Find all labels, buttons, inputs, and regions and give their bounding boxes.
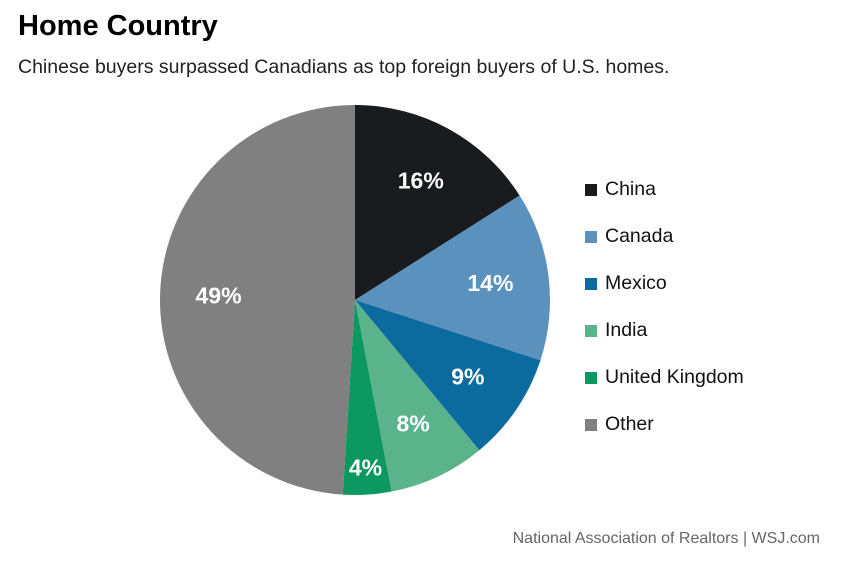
legend-swatch-china: [585, 183, 597, 196]
legend-swatch-mexico: [585, 277, 597, 290]
legend-label-other: Other: [605, 413, 654, 435]
data-label-canada: 14%: [467, 270, 513, 296]
legend-item-other: Other: [585, 401, 744, 448]
legend-swatch-united-kingdom: [585, 371, 597, 384]
legend-swatch-canada: [585, 230, 597, 243]
pie-slice-canada: [355, 195, 550, 361]
legend-swatch-india: [585, 324, 597, 337]
chart-subtitle: Chinese buyers surpassed Canadians as to…: [18, 56, 670, 78]
data-label-mexico: 9%: [451, 364, 484, 390]
data-label-china: 16%: [398, 167, 444, 193]
pie-slice-mexico: [355, 300, 541, 451]
chart-title: Home Country: [18, 10, 218, 42]
legend-label-china: China: [605, 178, 656, 200]
data-label-united-kingdom: 4%: [349, 454, 382, 480]
legend-label-mexico: Mexico: [605, 272, 667, 294]
pie-slice-china: [355, 105, 520, 300]
data-label-other: 49%: [196, 283, 242, 309]
legend-item-united-kingdom: United Kingdom: [585, 354, 744, 401]
source-credit: National Association of Realtors | WSJ.c…: [512, 530, 820, 547]
legend-swatch-other: [585, 418, 597, 431]
legend-label-united-kingdom: United Kingdom: [605, 366, 744, 388]
legend-item-india: India: [585, 307, 744, 354]
legend-item-canada: Canada: [585, 213, 744, 260]
legend-label-india: India: [605, 319, 648, 341]
pie-slices: [160, 105, 550, 495]
legend-item-china: China: [585, 166, 744, 213]
pie-slice-india: [355, 300, 480, 492]
pie-labels: 16% 14% 9% 8% 4% 49%: [196, 167, 514, 480]
data-label-india: 8%: [396, 411, 429, 437]
pie-slice-other: [160, 105, 355, 495]
legend-label-canada: Canada: [605, 225, 674, 247]
legend-item-mexico: Mexico: [585, 260, 744, 307]
legend: China Canada Mexico India United Kingdom…: [585, 166, 744, 448]
pie-slice-united-kingdom: [342, 300, 392, 495]
